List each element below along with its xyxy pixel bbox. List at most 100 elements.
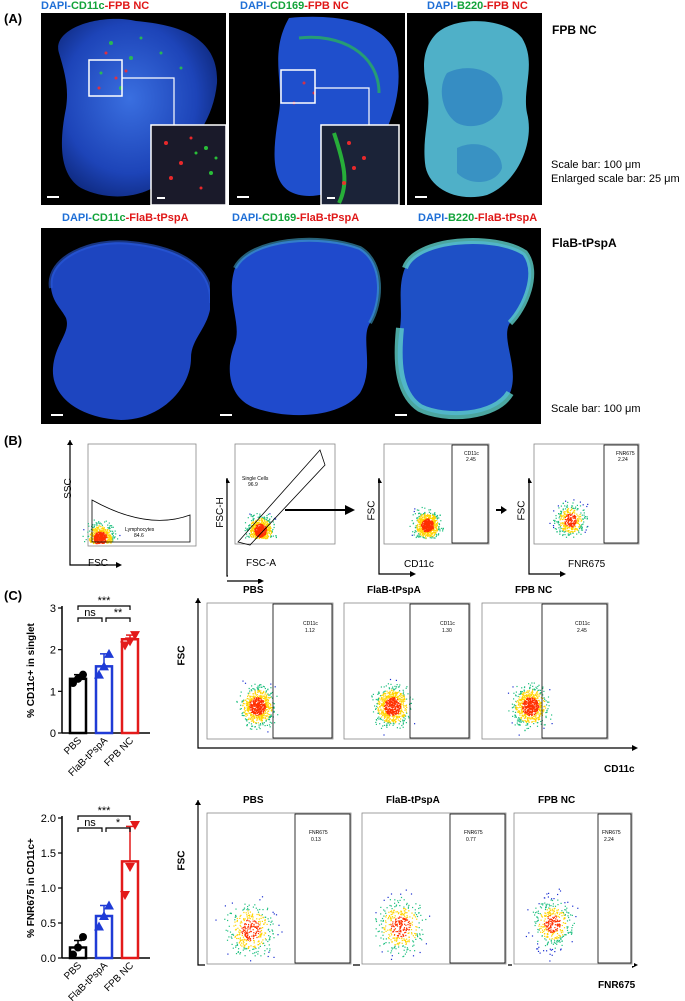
event-dot: [540, 697, 542, 699]
event-dot: [248, 936, 250, 939]
event-dot: [425, 530, 427, 532]
event-dot: [392, 937, 394, 939]
event-dot: [89, 539, 91, 541]
event-dot: [259, 899, 261, 901]
event-dot: [378, 716, 380, 718]
event-dot: [247, 947, 250, 949]
event-dot: [385, 702, 387, 704]
event-dot: [395, 940, 398, 942]
event-dot: [264, 536, 266, 538]
event-dot: [429, 534, 431, 536]
event-dot: [246, 914, 248, 916]
event-dot: [256, 525, 258, 527]
event-dot: [258, 705, 260, 707]
event-dot: [269, 525, 271, 527]
event-dot: [395, 711, 397, 713]
event-dot: [435, 533, 437, 535]
event-dot: [434, 531, 436, 534]
event-dot: [259, 927, 261, 929]
event-dot: [519, 706, 521, 709]
event-dot: [427, 513, 429, 515]
event-dot: [257, 702, 259, 704]
event-dot: [527, 718, 529, 721]
event-dot: [399, 706, 401, 708]
event-dot: [264, 944, 266, 947]
event-dot: [393, 688, 395, 690]
event-dot: [580, 529, 583, 531]
event-dot: [251, 685, 253, 687]
event-dot: [514, 707, 517, 709]
axis-lines-fnr675: [526, 478, 568, 578]
event-dot: [392, 709, 394, 711]
flow-plot-fnr-flab: FNR675 0.77: [360, 811, 508, 966]
title-stain-marker: CD169: [261, 212, 297, 224]
event-dot: [263, 923, 265, 925]
event-dot: [264, 518, 266, 520]
event-dot: [249, 534, 251, 536]
event-dot: [392, 692, 394, 694]
event-dot: [432, 535, 434, 537]
event-dot: [389, 678, 392, 681]
event-dot: [531, 710, 533, 712]
event-dot: [437, 528, 439, 530]
event-dot: [417, 534, 419, 536]
event-dot: [422, 527, 424, 529]
event-dot: [439, 514, 441, 516]
event-dot: [533, 706, 535, 708]
event-dot: [253, 935, 255, 937]
event-dot: [259, 712, 261, 715]
event-dot: [259, 532, 261, 534]
event-dot: [390, 893, 393, 895]
event-dot: [416, 934, 418, 936]
event-dot: [431, 525, 433, 527]
event-dot: [431, 517, 434, 519]
event-dot: [266, 693, 268, 695]
event-dot: [253, 948, 255, 950]
event-dot: [255, 710, 257, 712]
event-dot: [434, 520, 436, 522]
event-dot: [522, 720, 524, 722]
event-dot: [404, 709, 406, 711]
event-dot: [244, 932, 246, 934]
event-dot: [405, 715, 407, 717]
event-dot: [266, 533, 268, 535]
event-dot: [520, 711, 523, 713]
event-dot: [239, 939, 242, 941]
event-dot: [574, 530, 576, 532]
event-dot: [391, 689, 393, 691]
event-dot: [247, 698, 249, 700]
event-dot: [93, 542, 95, 544]
event-dot: [106, 533, 108, 535]
event-dot: [260, 692, 262, 694]
event-dot: [515, 701, 518, 703]
event-dot: [383, 691, 385, 693]
event-dot: [254, 926, 256, 928]
event-dot: [372, 699, 374, 701]
event-dot: [261, 709, 263, 711]
event-dot: [249, 703, 251, 705]
event-dot: [423, 522, 425, 525]
event-dot: [528, 720, 530, 722]
event-dot: [427, 535, 429, 537]
event-dot: [264, 708, 266, 710]
event-dot: [257, 524, 259, 526]
event-dot: [402, 695, 404, 697]
event-dot: [436, 529, 438, 531]
event-dot: [536, 713, 538, 715]
event-dot: [533, 701, 535, 703]
event-dot: [396, 684, 398, 686]
event-dot: [268, 920, 270, 922]
event-dot: [518, 710, 520, 712]
event-dot: [241, 922, 243, 924]
event-dot: [542, 694, 544, 696]
event-dot: [224, 918, 226, 920]
event-dot: [381, 713, 383, 715]
event-dot: [393, 711, 395, 713]
event-dot: [248, 535, 250, 537]
y-axis-label: % FNR675 in CD11c+: [26, 838, 37, 938]
event-dot: [377, 709, 379, 711]
event-dot: [436, 520, 438, 522]
event-dot: [259, 696, 261, 698]
event-dot: [252, 920, 254, 922]
